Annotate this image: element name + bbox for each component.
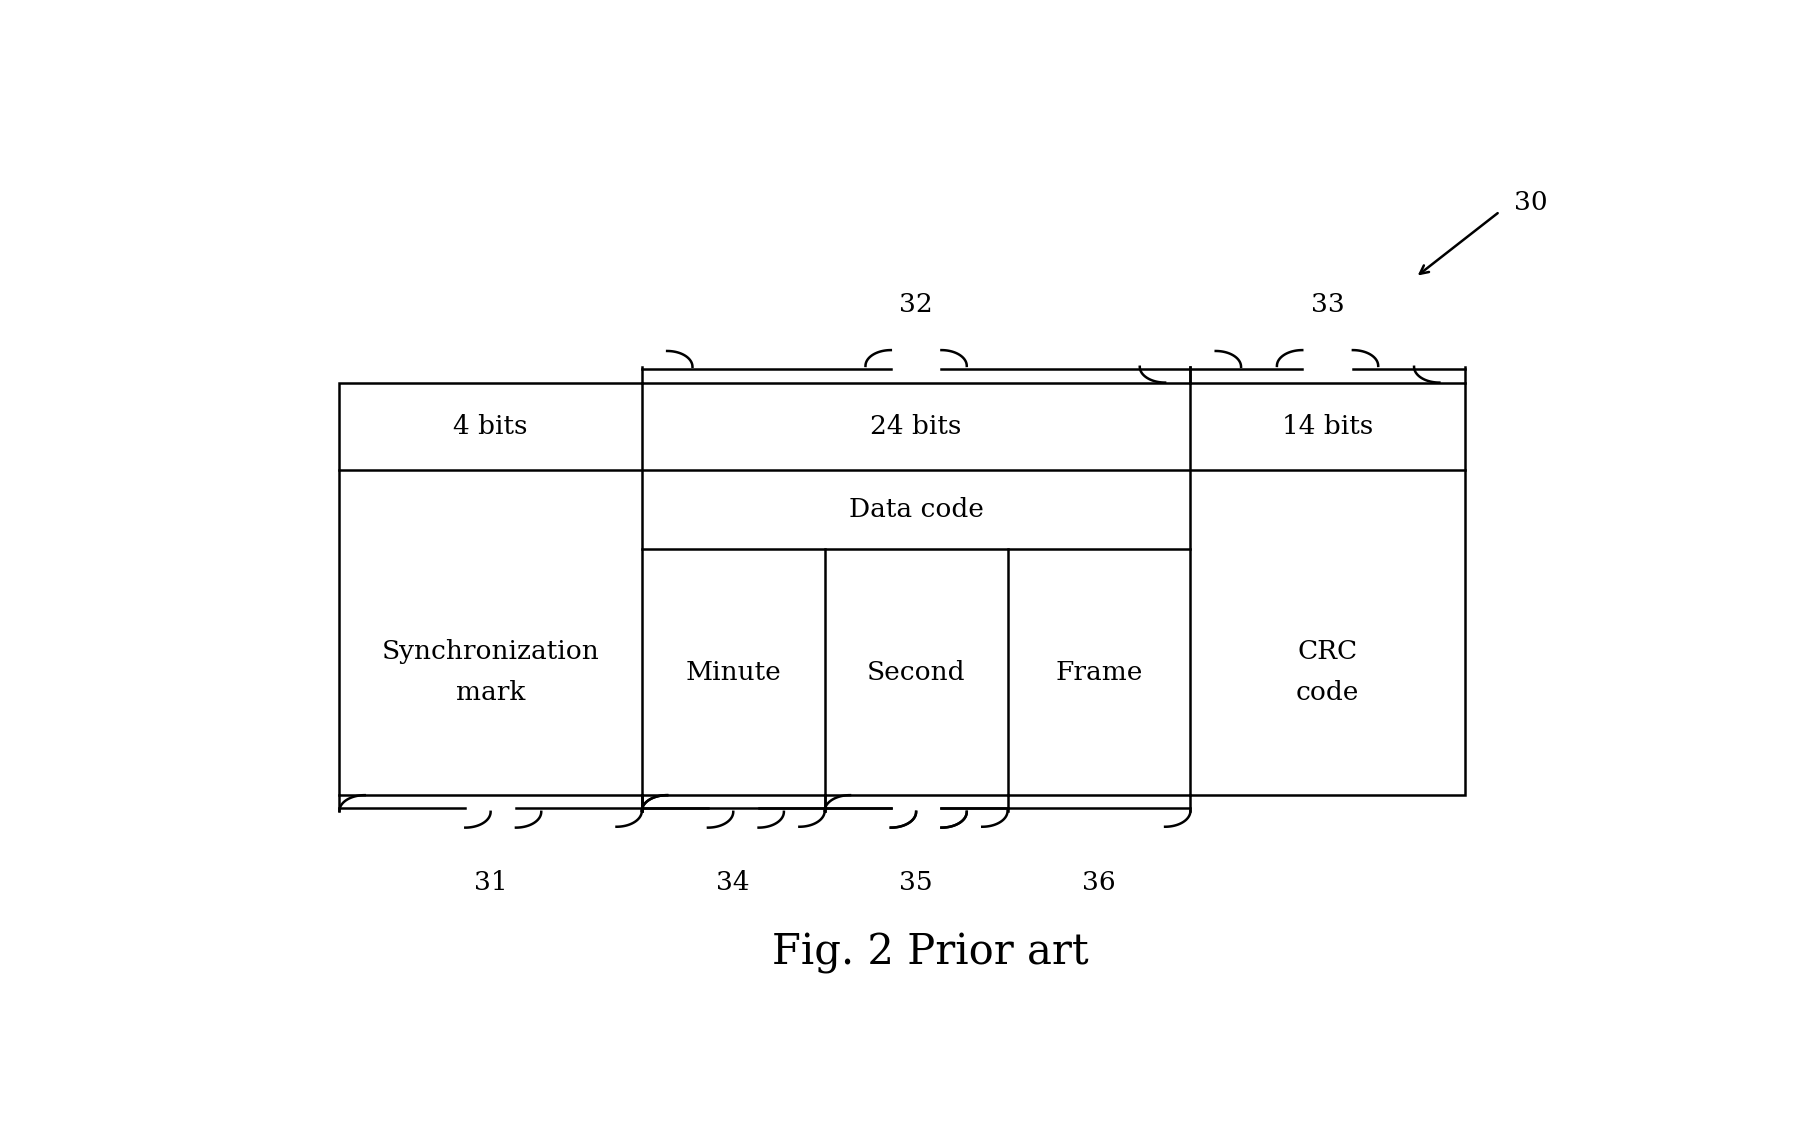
Text: 35: 35: [898, 870, 932, 895]
Text: 34: 34: [717, 870, 749, 895]
Text: 36: 36: [1081, 870, 1116, 895]
Text: 31: 31: [473, 870, 508, 895]
Text: 33: 33: [1310, 292, 1344, 317]
Text: 4 bits: 4 bits: [454, 414, 528, 439]
Bar: [339, 383, 1464, 796]
Text: Frame: Frame: [1054, 660, 1143, 685]
Text: 14 bits: 14 bits: [1281, 414, 1373, 439]
Text: Fig. 2 Prior art: Fig. 2 Prior art: [771, 933, 1088, 975]
Text: 24 bits: 24 bits: [871, 414, 961, 439]
Text: Second: Second: [867, 660, 965, 685]
Text: 30: 30: [1513, 190, 1547, 215]
Text: 32: 32: [898, 292, 932, 317]
Text: Minute: Minute: [686, 660, 780, 685]
Text: CRC
code: CRC code: [1295, 640, 1359, 706]
Text: Data code: Data code: [849, 497, 983, 522]
Text: Synchronization
mark: Synchronization mark: [381, 640, 599, 706]
